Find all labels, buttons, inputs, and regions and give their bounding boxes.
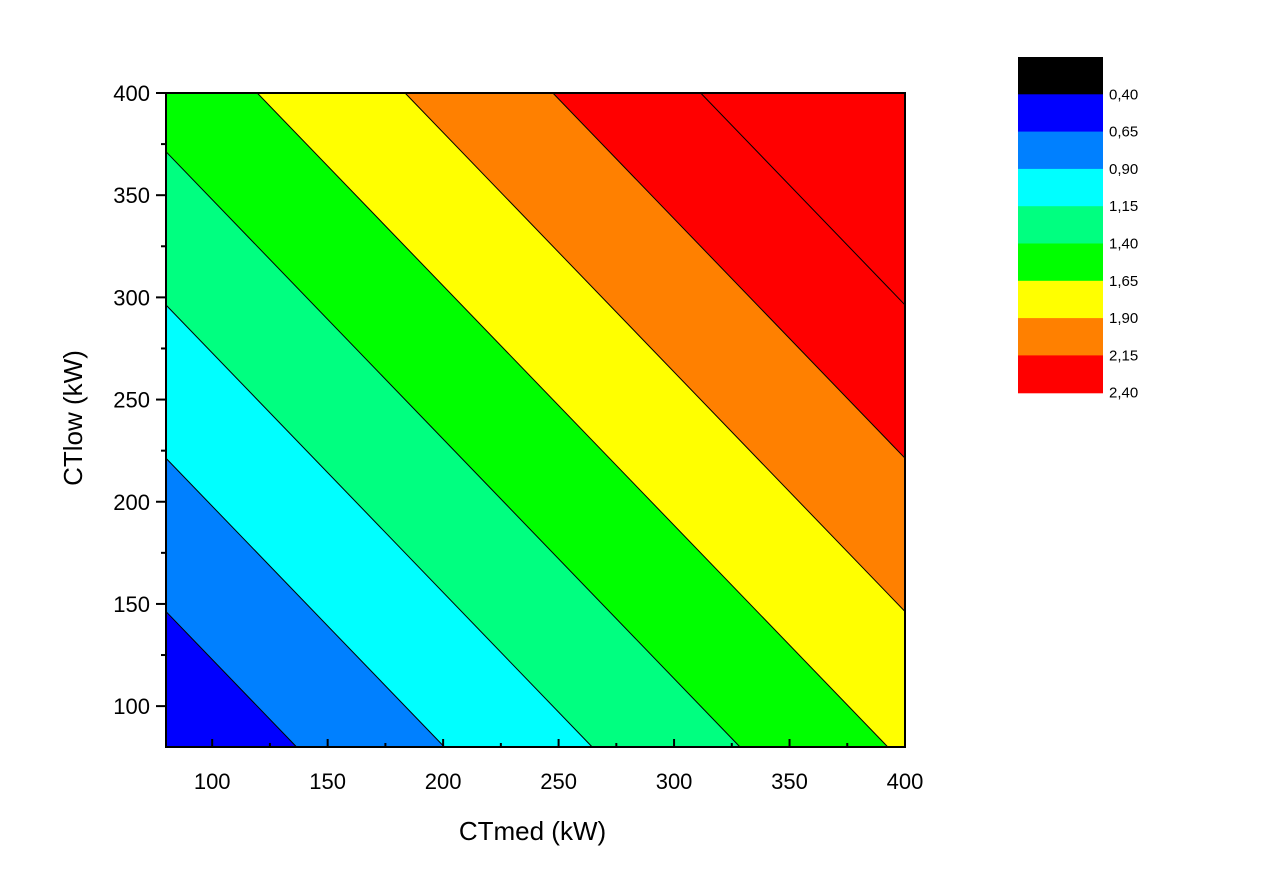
contour-line-9 <box>700 92 906 306</box>
legend-swatch <box>1018 57 1103 95</box>
legend-swatch <box>1018 131 1103 170</box>
contour-line-8 <box>552 92 906 459</box>
plot-frame <box>165 92 906 748</box>
x-axis: 100 150 200 250 300 350 400 <box>194 739 924 794</box>
legend-swatch <box>1018 94 1103 133</box>
x-tick-label: 250 <box>540 769 577 794</box>
legend-label: 2,40 <box>1109 385 1138 402</box>
contour-lines <box>165 92 906 748</box>
legend-label: 1,90 <box>1109 310 1138 327</box>
y-axis-title: CTlow (kW) <box>58 350 88 486</box>
x-axis-title: CTmed (kW) <box>459 816 606 846</box>
y-tick-label: 300 <box>113 285 150 310</box>
legend-label: 1,40 <box>1109 236 1138 253</box>
y-tick-label: 400 <box>113 81 150 106</box>
contour-line-5 <box>165 151 741 748</box>
x-tick-label: 200 <box>425 769 462 794</box>
legend-swatch <box>1018 206 1103 245</box>
x-tick-label: 400 <box>887 769 924 794</box>
contour-line-3 <box>165 457 445 748</box>
y-tick-label: 350 <box>113 183 150 208</box>
legend-swatch <box>1018 280 1103 319</box>
color-legend: 0,40 0,65 0,90 1,15 1,40 1,65 1,90 2,15 2,40 <box>1018 57 1138 402</box>
x-tick-label: 350 <box>771 769 808 794</box>
x-tick-label: 300 <box>656 769 693 794</box>
legend-label: 0,90 <box>1109 161 1138 178</box>
legend-label: 1,15 <box>1109 198 1138 215</box>
legend-swatch <box>1018 318 1103 356</box>
y-axis: 100 150 200 250 300 350 400 <box>113 81 166 719</box>
y-tick-label: 200 <box>113 490 150 515</box>
contour-line-4 <box>165 304 593 748</box>
y-tick-label: 100 <box>113 694 150 719</box>
x-tick-label: 150 <box>309 769 346 794</box>
contour-line-7 <box>404 92 906 612</box>
legend-swatch <box>1018 355 1103 394</box>
legend-label: 2,15 <box>1109 347 1138 364</box>
legend-swatch <box>1018 168 1103 207</box>
legend-label: 1,65 <box>1109 273 1138 290</box>
x-tick-label: 100 <box>194 769 231 794</box>
y-tick-label: 150 <box>113 592 150 617</box>
y-tick-label: 250 <box>113 388 150 413</box>
contour-line-2 <box>165 611 297 748</box>
legend-swatch <box>1018 243 1103 282</box>
legend-label: 0,40 <box>1109 86 1138 103</box>
legend-label: 0,65 <box>1109 124 1138 141</box>
contour-line-6 <box>256 92 889 748</box>
